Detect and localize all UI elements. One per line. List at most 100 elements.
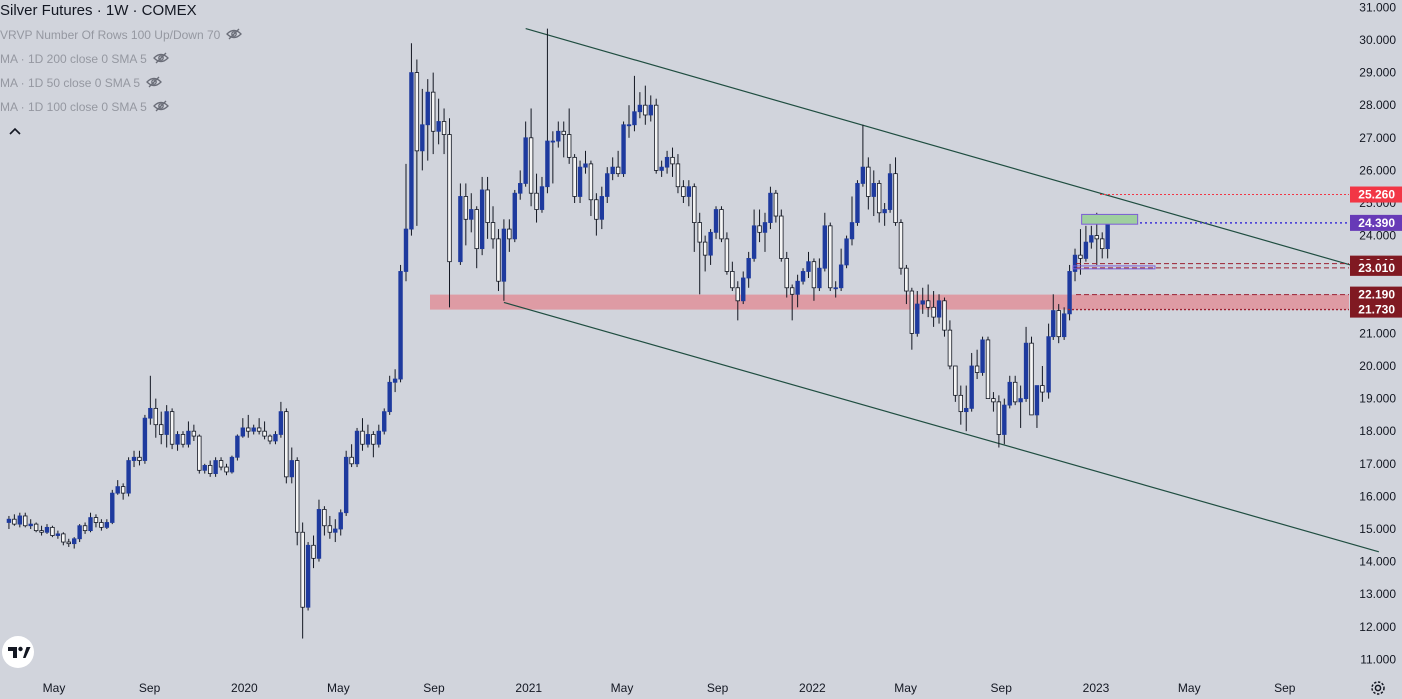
candle-body xyxy=(82,525,88,532)
candle xyxy=(648,95,653,122)
candle-body xyxy=(50,526,55,536)
candle xyxy=(958,385,963,425)
target-box xyxy=(1081,213,1139,225)
candle xyxy=(387,375,392,415)
candle-body xyxy=(637,104,643,113)
candle xyxy=(947,320,953,370)
indicator-label: MA · 1D 200 close 0 SMA 5 xyxy=(0,52,147,66)
symbol-title[interactable]: Silver Futures · 1W · COMEX xyxy=(0,2,197,19)
candle xyxy=(322,506,327,536)
candle xyxy=(333,519,338,543)
candle xyxy=(659,160,664,177)
candle-body xyxy=(953,365,958,396)
candle xyxy=(838,248,844,292)
candle-body xyxy=(577,166,583,197)
candle-body xyxy=(708,231,713,256)
candle xyxy=(915,291,920,337)
candle xyxy=(964,385,969,432)
candle xyxy=(991,392,996,412)
eye-off-icon[interactable] xyxy=(226,28,243,40)
candle xyxy=(153,398,158,438)
candle-body xyxy=(316,509,322,559)
candle-body xyxy=(1105,222,1110,250)
candle-body xyxy=(169,411,175,445)
candle xyxy=(931,291,936,327)
indicator-ma-50[interactable]: MA · 1D 50 close 0 SMA 5 xyxy=(0,76,162,90)
candle xyxy=(1040,366,1045,402)
candle-body xyxy=(88,517,93,532)
eye-off-icon[interactable] xyxy=(146,76,162,88)
price-tick-label: 14.000 xyxy=(1359,555,1396,569)
candle xyxy=(39,525,44,536)
candle-body xyxy=(229,456,235,473)
candle xyxy=(479,176,485,256)
candle-body xyxy=(436,121,441,132)
candle-body xyxy=(159,424,164,435)
candle xyxy=(169,408,175,450)
candle xyxy=(741,271,746,305)
candle-body xyxy=(164,411,169,435)
price-tick-label: 29.000 xyxy=(1359,66,1396,80)
candle xyxy=(414,59,420,226)
eye-off-icon[interactable] xyxy=(152,100,169,112)
chevron-up-icon[interactable] xyxy=(8,126,22,136)
candle xyxy=(256,418,262,435)
candle-body xyxy=(1056,310,1061,338)
candle-body xyxy=(311,544,316,559)
candle xyxy=(936,294,942,324)
time-tick-label: 2023 xyxy=(1083,681,1110,695)
candle-body xyxy=(104,522,110,528)
candle xyxy=(463,183,469,246)
candle xyxy=(822,212,828,272)
candle-body xyxy=(441,121,447,135)
indicator-ma-100[interactable]: MA · 1D 100 close 0 SMA 5 xyxy=(0,100,169,114)
candle-body xyxy=(659,166,664,171)
candle xyxy=(300,522,305,639)
candle-body xyxy=(354,430,360,465)
price-label-text: 23.010 xyxy=(1358,261,1395,275)
candle xyxy=(61,532,66,546)
candle xyxy=(284,408,289,484)
candle xyxy=(1105,219,1110,259)
candle-body xyxy=(566,134,572,158)
time-tick-label: Sep xyxy=(139,681,161,695)
candle-body xyxy=(61,533,66,543)
candle xyxy=(599,186,605,230)
candle xyxy=(751,209,757,262)
candle xyxy=(681,180,686,203)
candle-body xyxy=(501,228,507,282)
candle xyxy=(164,405,169,448)
indicator-ma-200[interactable]: MA · 1D 200 close 0 SMA 5 xyxy=(0,52,169,66)
candle-body xyxy=(958,394,963,413)
candle-body xyxy=(485,189,490,223)
candle-body xyxy=(1061,313,1067,338)
candle xyxy=(588,160,594,217)
candle xyxy=(131,450,137,468)
candle-body xyxy=(93,517,99,523)
candle-body xyxy=(202,465,207,471)
tradingview-logo[interactable] xyxy=(2,636,34,668)
candle-body xyxy=(496,238,501,282)
candle xyxy=(349,444,354,468)
candle-body xyxy=(730,271,735,289)
candle-body xyxy=(1034,385,1040,416)
candle xyxy=(1061,307,1067,340)
candle-body xyxy=(828,225,833,289)
candle xyxy=(817,258,822,292)
eye-off-icon[interactable] xyxy=(152,52,169,64)
time-tick-label: May xyxy=(894,681,917,695)
gear-icon[interactable] xyxy=(1368,678,1388,698)
candle xyxy=(490,206,496,249)
indicator-vrvp[interactable]: VRVP Number Of Rows 100 Up/Down 70 xyxy=(0,28,243,42)
candle-body xyxy=(387,381,392,413)
candle xyxy=(974,349,980,380)
candle-body xyxy=(757,225,762,233)
candle-body xyxy=(300,531,305,608)
candle xyxy=(844,235,849,269)
candle xyxy=(594,193,599,236)
candle xyxy=(702,235,708,272)
candle-body xyxy=(474,209,479,250)
candle xyxy=(719,206,724,243)
candle xyxy=(316,499,322,562)
